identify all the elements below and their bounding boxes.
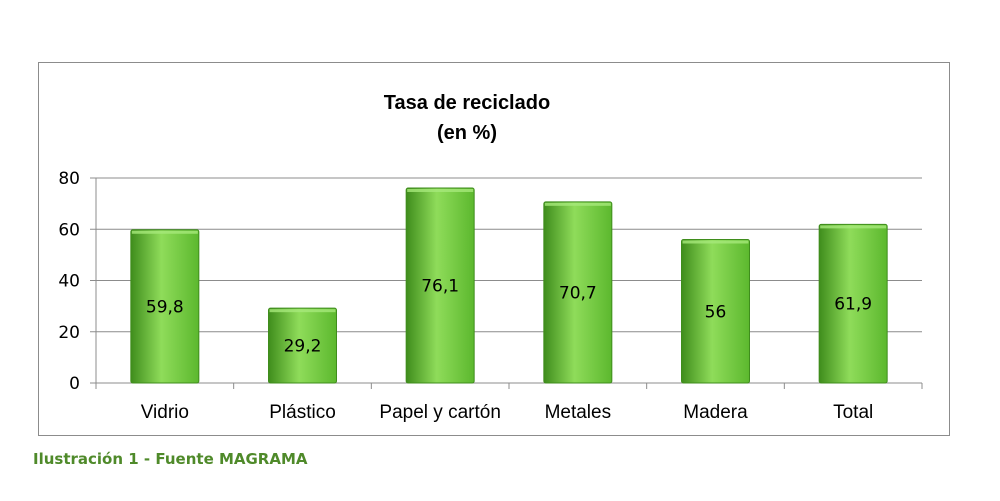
bar: [818, 223, 888, 384]
data-label: 29,2: [284, 337, 322, 357]
bar-highlight: [544, 202, 611, 206]
bar-highlight: [131, 230, 198, 234]
y-tick-label: 60: [58, 220, 80, 240]
x-tick-label: Metales: [545, 402, 612, 423]
figure-caption: Ilustración 1 - Fuente MAGRAMA: [33, 450, 308, 468]
chart-frame: Tasa de reciclado (en %) 0 20 40 60 80 59,8 2…: [38, 62, 950, 436]
bar-highlight: [269, 309, 336, 313]
bar: [543, 201, 613, 384]
y-tick-label: 0: [69, 374, 80, 394]
chart-title: Tasa de reciclado: [384, 92, 550, 114]
x-tick-label: Total: [833, 402, 873, 423]
chart-subtitle: (en %): [437, 122, 497, 144]
y-tick-label: 20: [58, 323, 80, 343]
data-label: 70,7: [559, 283, 597, 303]
bar: [405, 187, 475, 384]
bar: [130, 229, 200, 384]
bar-highlight: [407, 188, 474, 192]
x-tick-label: Vidrio: [141, 402, 189, 423]
y-tick-label: 80: [58, 169, 80, 189]
bar-highlight: [682, 240, 749, 244]
data-label: 76,1: [421, 276, 459, 296]
bar: [681, 239, 750, 384]
x-tick-label: Papel y cartón: [379, 402, 500, 423]
bar: [268, 307, 337, 384]
x-tick-label: Madera: [683, 402, 748, 423]
data-label: 61,9: [834, 295, 872, 315]
data-label: 56: [705, 302, 727, 322]
bar-highlight: [820, 225, 887, 229]
x-tick-label: Plástico: [269, 402, 336, 423]
bar-chart: Tasa de reciclado (en %) 0 20 40 60 80 59,8 2…: [58, 92, 923, 423]
y-tick-label: 40: [58, 272, 80, 292]
data-label: 59,8: [146, 297, 184, 317]
